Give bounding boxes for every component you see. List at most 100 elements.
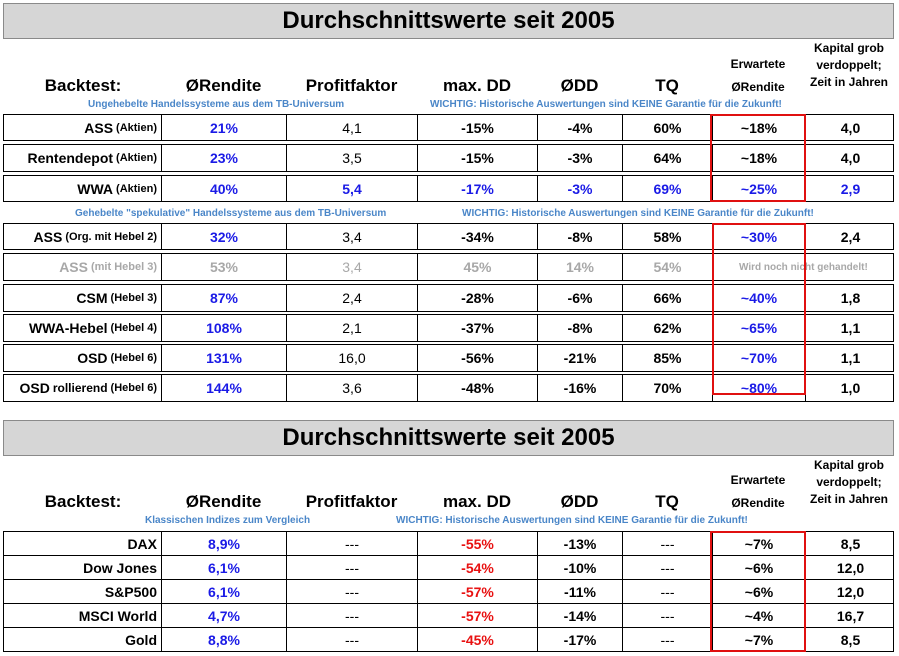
row-tq: --- bbox=[623, 628, 713, 651]
row-profitfaktor: 3,5 bbox=[287, 145, 418, 171]
row-expected: ~7% bbox=[744, 535, 774, 552]
header-rendite: ØRendite bbox=[185, 76, 262, 95]
row-profitfaktor: 3,6 bbox=[287, 375, 418, 401]
header-kapital-line1: Kapital grob bbox=[813, 458, 884, 472]
row-profitfaktor: 3,4 bbox=[287, 254, 418, 280]
row-name: OSD (Hebel 6) bbox=[4, 345, 162, 371]
note-warning-2: WICHTIG: Historische Auswertungen sind K… bbox=[462, 208, 814, 219]
table-row: ASS (Aktien) 21% 4,1 -15% -4% 60% ~18% 4,… bbox=[3, 114, 894, 141]
row-expected: ~7% bbox=[744, 631, 774, 648]
header-kapital-line3: Zeit in Jahren bbox=[809, 75, 889, 89]
row-name-text: OSD bbox=[77, 350, 108, 366]
row-kapital: 4,0 bbox=[805, 145, 895, 171]
row-expected: ~40% bbox=[740, 290, 778, 306]
row-maxdd: -45% bbox=[418, 628, 538, 651]
row-odd: -3% bbox=[538, 176, 623, 201]
header-kapital: Kapital grob verdoppelt; Zeit in Jahren bbox=[804, 40, 894, 91]
row-expected: ~70% bbox=[740, 350, 778, 366]
row-maxdd: -57% bbox=[418, 604, 538, 627]
header-erwartete-line1: Erwartete bbox=[730, 57, 786, 71]
row-tq: --- bbox=[623, 532, 713, 555]
header-erwartete: Erwartete ØRendite bbox=[712, 472, 804, 512]
row-name-text: WWA-Hebel bbox=[28, 320, 108, 336]
row-kapital: 12,0 bbox=[805, 580, 895, 603]
header-odd: ØDD bbox=[560, 492, 599, 511]
header-erwartete: Erwartete ØRendite bbox=[712, 56, 804, 96]
row-rendite: 108% bbox=[162, 315, 287, 341]
header-kapital-line2: verdoppelt; bbox=[816, 475, 882, 489]
row-rendite: 4,7% bbox=[162, 604, 287, 627]
row-rendite: 23% bbox=[162, 145, 287, 171]
row-kapital: 1,0 bbox=[805, 375, 895, 401]
row-name: WWA (Aktien) bbox=[4, 176, 162, 201]
row-name-text: ASS bbox=[33, 228, 63, 245]
row-tq: 54% bbox=[623, 254, 713, 280]
row-maxdd: -28% bbox=[418, 285, 538, 311]
row-name-suffix: (Hebel 6) bbox=[110, 352, 157, 364]
row-tq: 69% bbox=[623, 176, 713, 201]
row-tq: 66% bbox=[623, 285, 713, 311]
row-kapital: 4,0 bbox=[805, 115, 895, 140]
header-rendite: ØRendite bbox=[185, 492, 262, 511]
row-expected: ~6% bbox=[744, 559, 774, 576]
expected-highlight-box bbox=[710, 114, 806, 202]
row-expected: ~25% bbox=[740, 180, 778, 197]
section-indices: Durchschnittswerte seit 2005 Backtest: Ø… bbox=[3, 420, 894, 653]
row-tq: --- bbox=[623, 556, 713, 579]
row-name: WWA-Hebel (Hebel 4) bbox=[4, 315, 162, 341]
row-kapital: 1,1 bbox=[805, 345, 895, 371]
row-profitfaktor: --- bbox=[287, 604, 418, 627]
row-profitfaktor: --- bbox=[287, 628, 418, 651]
row-maxdd: -54% bbox=[418, 556, 538, 579]
row-odd: 14% bbox=[538, 254, 623, 280]
row-tq: 62% bbox=[623, 315, 713, 341]
section-title: Durchschnittswerte seit 2005 bbox=[3, 420, 894, 456]
row-tq: 70% bbox=[623, 375, 713, 401]
header-erwartete-line2: ØRendite bbox=[731, 80, 785, 94]
note-warning-3: WICHTIG: Historische Auswertungen sind K… bbox=[396, 515, 748, 526]
table-row: S&P500 6,1% --- -57% -11% --- ~6% 12,0 bbox=[3, 579, 894, 603]
header-backtest: Backtest: bbox=[44, 492, 122, 511]
row-expected: ~18% bbox=[740, 150, 778, 166]
row-name: Rentendepot (Aktien) bbox=[4, 145, 162, 171]
row-name-text: OSD bbox=[19, 380, 50, 396]
row-expected: ~65% bbox=[740, 320, 778, 336]
header-tq: TQ bbox=[655, 76, 679, 95]
table-row: Gold 8,8% --- -45% -17% --- ~7% 8,5 bbox=[3, 627, 894, 652]
row-rendite: 87% bbox=[162, 285, 287, 311]
header-profitfaktor: Profitfaktor bbox=[305, 492, 398, 511]
row-maxdd: -55% bbox=[418, 532, 538, 555]
row-name-suffix: (Hebel 6) bbox=[110, 382, 157, 394]
header-profitfaktor: Profitfaktor bbox=[305, 76, 398, 95]
row-tq: 60% bbox=[623, 115, 713, 140]
row-profitfaktor: --- bbox=[287, 580, 418, 603]
row-odd: -11% bbox=[538, 580, 623, 603]
row-rendite: 40% bbox=[162, 176, 287, 201]
row-rendite: 144% bbox=[162, 375, 287, 401]
row-name: Dow Jones bbox=[4, 556, 162, 579]
note-indices: Klassischen Indizes zum Vergleich bbox=[145, 515, 311, 526]
header-erwartete-line1: Erwartete bbox=[730, 473, 786, 487]
expected-highlight-box bbox=[712, 223, 806, 395]
row-tq: 58% bbox=[623, 224, 713, 249]
note-warning: WICHTIG: Historische Auswertungen sind K… bbox=[430, 99, 782, 110]
row-name-extra: rollierend bbox=[52, 381, 108, 395]
row-name-text: ASS bbox=[59, 259, 88, 275]
row-odd: -3% bbox=[538, 145, 623, 171]
row-rendite: 131% bbox=[162, 345, 287, 371]
row-name-suffix: (Org. mit Hebel 2) bbox=[65, 230, 157, 243]
note-levered: Gehebelte "spekulative" Handelssysteme a… bbox=[75, 208, 387, 219]
table-row: Rentendepot (Aktien) 23% 3,5 -15% -3% 64%… bbox=[3, 144, 894, 172]
row-expected-note: Wird noch nicht gehandelt! bbox=[739, 261, 868, 273]
row-name: OSD rollierend (Hebel 6) bbox=[4, 375, 162, 401]
row-name-suffix: (Aktien) bbox=[116, 121, 157, 134]
row-rendite: 8,8% bbox=[162, 628, 287, 651]
row-rendite: 21% bbox=[162, 115, 287, 140]
row-odd: -8% bbox=[538, 224, 623, 249]
row-maxdd: -17% bbox=[418, 176, 538, 201]
row-name: DAX bbox=[4, 532, 162, 555]
table-row: OSD rollierend (Hebel 6) 144% 3,6 -48% -16… bbox=[3, 374, 894, 402]
table-row: MSCI World 4,7% --- -57% -14% --- ~4% 16… bbox=[3, 603, 894, 627]
header-tq: TQ bbox=[655, 492, 679, 511]
row-profitfaktor: 5,4 bbox=[287, 176, 418, 201]
